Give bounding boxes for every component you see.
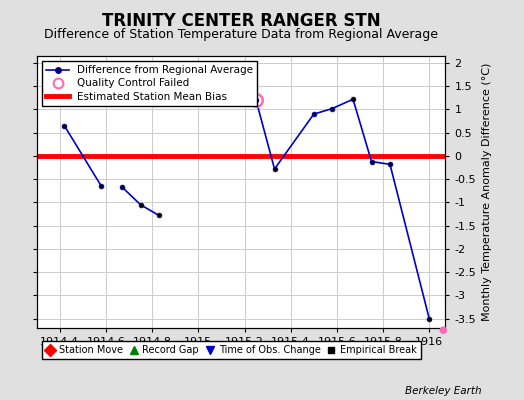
Legend: Station Move, Record Gap, Time of Obs. Change, Empirical Break: Station Move, Record Gap, Time of Obs. C… (41, 341, 421, 359)
Difference from Regional Average (98, 184, 104, 188)
Difference from Regional Average (61, 123, 68, 128)
Line: Difference from Regional Average: Difference from Regional Average (62, 123, 104, 189)
Text: ●: ● (439, 325, 447, 335)
Legend: Difference from Regional Average, Quality Control Failed, Estimated Station Mean: Difference from Regional Average, Qualit… (42, 61, 257, 106)
Y-axis label: Monthly Temperature Anomaly Difference (°C): Monthly Temperature Anomaly Difference (… (482, 63, 492, 321)
Text: TRINITY CENTER RANGER STN: TRINITY CENTER RANGER STN (102, 12, 380, 30)
Text: Difference of Station Temperature Data from Regional Average: Difference of Station Temperature Data f… (44, 28, 438, 41)
Text: Berkeley Earth: Berkeley Earth (406, 386, 482, 396)
